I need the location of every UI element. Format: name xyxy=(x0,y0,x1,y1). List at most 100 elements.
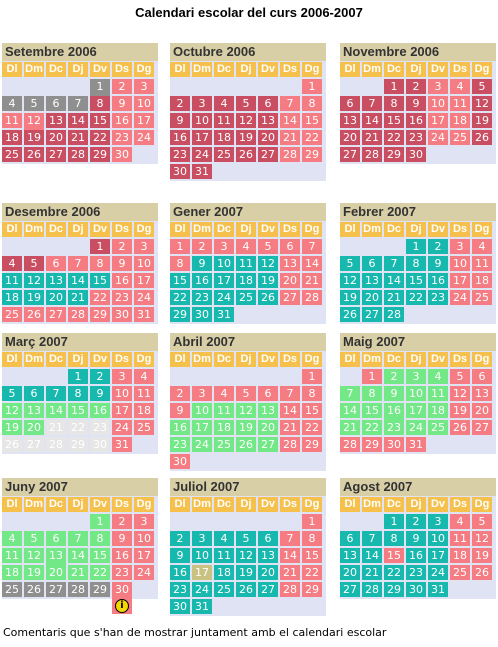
month-grid: Dl Dm Dc Dj Dv Ds Dg 1 2 3 4 5 6 7 8 9 10 11 12 13 14 15 16 17 1… xyxy=(170,496,326,616)
day-number: 2 xyxy=(118,515,126,528)
weekday-header: Ds xyxy=(450,352,470,367)
empty-cell xyxy=(280,79,300,94)
month-title: Novembre 2006 xyxy=(340,43,496,61)
day-number: 6 xyxy=(30,387,38,400)
weekday-header: Dj xyxy=(406,222,426,237)
day-number: 2 xyxy=(118,240,126,253)
day-number: 19 xyxy=(27,566,41,579)
weekday-header: Dg xyxy=(302,497,322,512)
month-grid: Dl Dm Dc Dj Dv Ds Dg 1 2 3 4 5 6 7 8 9 10 11 12 13 14 15 16 17 1… xyxy=(2,221,158,324)
day-cell: 15 xyxy=(90,113,110,128)
day-cell: 4 xyxy=(214,386,234,401)
day-cell: 13 xyxy=(258,113,278,128)
day-number: 8 xyxy=(96,97,104,110)
day-cell: 28 xyxy=(362,582,382,597)
day-cell: 28 xyxy=(340,437,360,452)
empty-cell xyxy=(2,239,22,254)
day-cell: 6 xyxy=(46,256,66,271)
day-number: 13 xyxy=(49,114,63,127)
day-cell: 9 xyxy=(170,403,190,418)
day-cell: 12 xyxy=(236,403,256,418)
day-number: 20 xyxy=(343,566,357,579)
day-number: 23 xyxy=(431,291,445,304)
empty-cell xyxy=(192,79,212,94)
day-cell[interactable]: 30 i xyxy=(112,582,132,614)
day-number: 14 xyxy=(305,257,319,270)
weekday-header: Dc xyxy=(384,62,404,77)
weekday-header: Dv xyxy=(258,497,278,512)
day-number: 1 xyxy=(412,240,420,253)
month-title: Juny 2007 xyxy=(2,478,158,496)
day-cell: 5 xyxy=(472,79,492,94)
day-cell: 24 xyxy=(406,420,426,435)
day-cell: 26 xyxy=(472,565,492,580)
weekday-header: Dc xyxy=(214,497,234,512)
day-cell: 26 xyxy=(2,437,22,452)
day-cell: 3 xyxy=(406,369,426,384)
day-number: 3 xyxy=(118,370,126,383)
day-cell: 5 xyxy=(472,514,492,529)
day-number: 12 xyxy=(239,404,253,417)
day-cell: 14 xyxy=(340,403,360,418)
day-cell: 29 xyxy=(384,147,404,162)
day-number: 9 xyxy=(412,97,420,110)
empty-cell xyxy=(362,514,382,529)
weekday-header: Dv xyxy=(258,222,278,237)
day-cell: 29 xyxy=(384,582,404,597)
day-cell: 11 xyxy=(214,548,234,563)
day-number: 27 xyxy=(365,308,379,321)
day-number: 5 xyxy=(242,97,250,110)
day-number: 25 xyxy=(137,421,151,434)
day-number: 13 xyxy=(49,274,63,287)
day-cell: 19 xyxy=(2,420,22,435)
day-number: 16 xyxy=(115,274,129,287)
day-number: 19 xyxy=(239,566,253,579)
day-cell: 31 xyxy=(214,307,234,322)
day-number: 1 xyxy=(74,370,82,383)
day-number: 13 xyxy=(261,114,275,127)
day-number: 10 xyxy=(137,257,151,270)
day-number: 6 xyxy=(264,387,272,400)
day-cell: 8 xyxy=(90,531,110,546)
month-grid: Dl Dm Dc Dj Dv Ds Dg 1 2 3 4 5 6 7 8 9 10 11 12 13 14 15 16 17 1… xyxy=(170,351,326,471)
day-cell: 15 xyxy=(302,548,322,563)
day-cell: 21 xyxy=(362,130,382,145)
empty-cell xyxy=(214,369,234,384)
day-number: 7 xyxy=(74,97,82,110)
day-cell: 5 xyxy=(24,256,44,271)
weekday-header: Dl xyxy=(170,497,190,512)
day-cell: 18 xyxy=(450,548,470,563)
day-number: 12 xyxy=(27,274,41,287)
day-cell: 1 xyxy=(302,514,322,529)
day-cell: 15 xyxy=(384,113,404,128)
day-number: 15 xyxy=(387,549,401,562)
weekday-header: Dc xyxy=(46,62,66,77)
day-number: 29 xyxy=(173,308,187,321)
day-number: 23 xyxy=(195,291,209,304)
day-number: 22 xyxy=(305,566,319,579)
day-cell: 7 xyxy=(68,96,88,111)
day-number: 26 xyxy=(453,421,467,434)
empty-cell xyxy=(362,79,382,94)
weekday-header: Dm xyxy=(24,352,44,367)
day-cell: 7 xyxy=(280,386,300,401)
day-number: 28 xyxy=(283,148,297,161)
day-number: 7 xyxy=(308,240,316,253)
day-cell: 25 xyxy=(472,290,492,305)
day-number: 25 xyxy=(5,583,19,596)
day-number: 2 xyxy=(96,370,104,383)
weekday-header: Dm xyxy=(24,62,44,77)
empty-cell xyxy=(384,239,404,254)
weekday-header: Dj xyxy=(236,222,256,237)
weekday-header: Dg xyxy=(134,62,154,77)
day-cell: 27 xyxy=(472,420,492,435)
day-cell: 3 xyxy=(192,386,212,401)
day-cell: 11 xyxy=(450,531,470,546)
day-cell: 23 xyxy=(90,420,110,435)
weekday-header: Dg xyxy=(472,497,492,512)
day-cell: 9 xyxy=(112,531,132,546)
day-number: 24 xyxy=(137,291,151,304)
day-cell: 4 xyxy=(2,531,22,546)
day-cell: 21 xyxy=(68,130,88,145)
info-icon[interactable]: i xyxy=(115,599,129,613)
